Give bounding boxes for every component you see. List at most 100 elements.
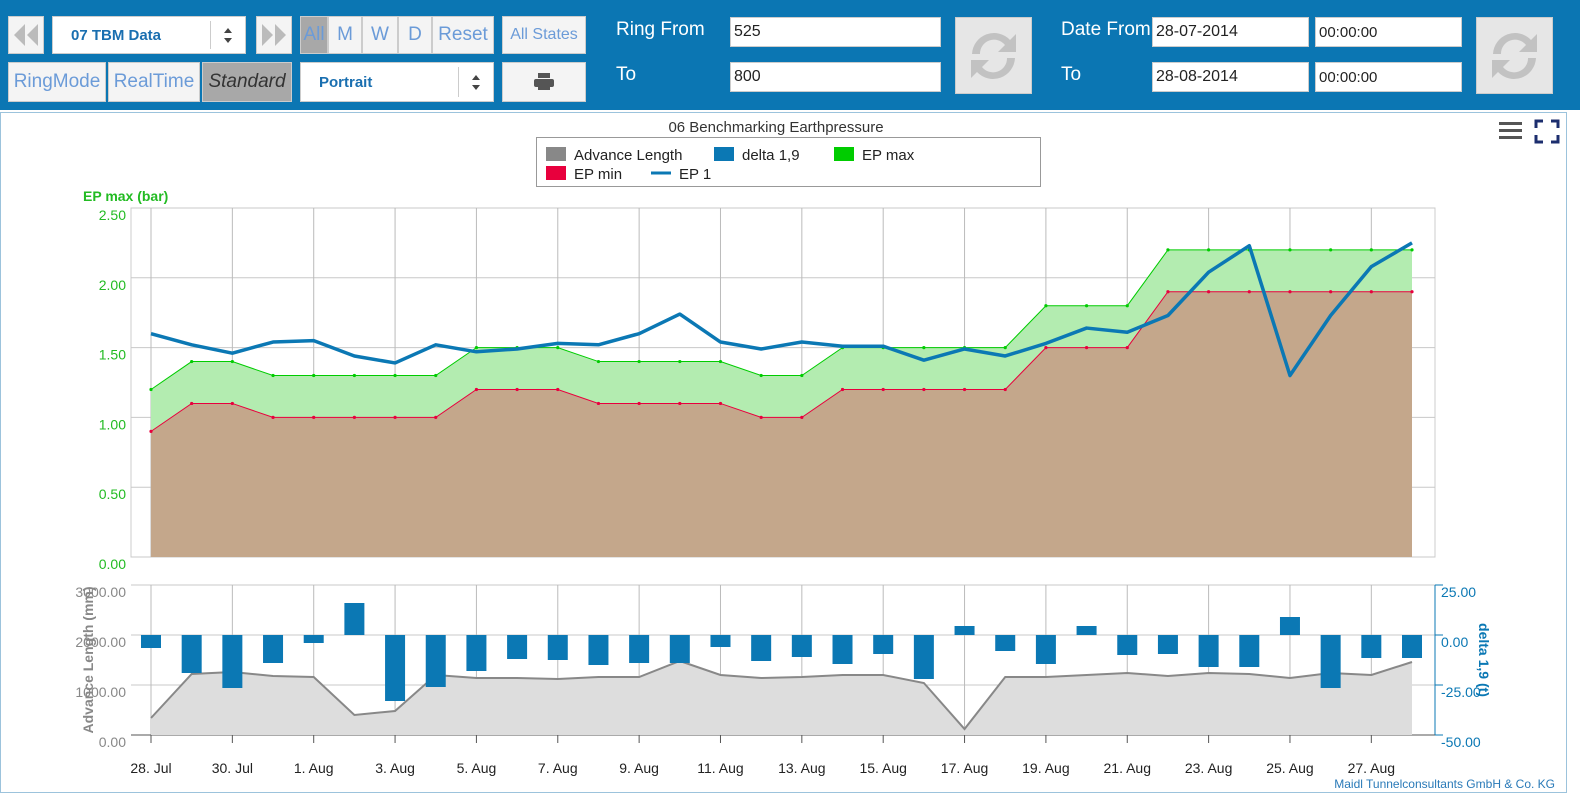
select-text: Portrait: [319, 74, 372, 91]
bar: [1117, 635, 1137, 655]
period-button[interactable]: D: [398, 16, 432, 54]
point: [393, 416, 396, 419]
point: [149, 430, 152, 433]
point: [597, 360, 600, 363]
point: [1044, 304, 1047, 307]
mode-button[interactable]: RealTime: [108, 62, 200, 102]
ring-to-input[interactable]: 800: [730, 62, 941, 92]
time-to-input[interactable]: 00:00:00: [1315, 62, 1462, 92]
bar: [466, 635, 486, 671]
y-tick-label: 0.00: [99, 556, 126, 572]
point: [922, 346, 925, 349]
point: [678, 402, 681, 405]
icon: [13, 22, 39, 48]
chart-title: 06 Benchmarking Earthpressure: [668, 119, 883, 136]
prev-button[interactable]: [8, 16, 44, 54]
bar: [1036, 635, 1056, 664]
y2-tick-label: 0.00: [1441, 634, 1468, 650]
y-tick-label: 3000.00: [75, 584, 126, 600]
bar: [792, 635, 812, 657]
period-button[interactable]: All: [300, 16, 328, 54]
y-tick-label: 0.00: [99, 734, 126, 750]
bar: [833, 635, 853, 664]
point: [1329, 248, 1332, 251]
point: [1410, 248, 1413, 251]
bar: [588, 635, 608, 665]
point: [515, 388, 518, 391]
bar: [1239, 635, 1259, 667]
legend-label: EP 1: [679, 166, 711, 183]
point: [882, 388, 885, 391]
bar: [1402, 635, 1422, 658]
ring-from-input[interactable]: 525: [730, 17, 941, 47]
point: [800, 374, 803, 377]
states-button[interactable]: All States: [502, 16, 586, 54]
label: Date From: [1061, 19, 1151, 41]
date-to-input[interactable]: 28-08-2014: [1152, 62, 1309, 92]
x-tick-label: 27. Aug: [1348, 760, 1396, 776]
point: [231, 360, 234, 363]
bar: [141, 635, 161, 648]
orientation-select[interactable]: Portrait: [300, 62, 494, 102]
next-button[interactable]: [256, 16, 292, 54]
period-button[interactable]: W: [362, 16, 398, 54]
legend-symbol: [834, 147, 854, 161]
point: [231, 402, 234, 405]
dataset-select[interactable]: 07 TBM Data: [52, 16, 246, 54]
bar: [670, 635, 690, 663]
legend-symbol: [546, 147, 566, 161]
point: [678, 360, 681, 363]
point: [434, 416, 437, 419]
bar: [1158, 635, 1178, 654]
bar: [1361, 635, 1381, 658]
x-tick-label: 11. Aug: [697, 760, 743, 776]
point: [434, 374, 437, 377]
bar: [914, 635, 934, 679]
reset-button[interactable]: Reset: [432, 16, 494, 54]
icon: [211, 21, 245, 49]
legend-label: EP max: [862, 147, 915, 164]
y-tick-label: 1.50: [99, 347, 126, 363]
point: [597, 402, 600, 405]
bar: [385, 635, 405, 701]
print-button[interactable]: [502, 62, 586, 102]
point: [638, 402, 641, 405]
point: [353, 416, 356, 419]
x-tick-label: 9. Aug: [619, 760, 659, 776]
bar: [222, 635, 242, 688]
y-tick-label: 0.50: [99, 486, 126, 502]
y-axis-title: Advance Length (mm): [80, 586, 96, 733]
point: [1126, 304, 1129, 307]
point: [353, 374, 356, 377]
credit: Maidl Tunnelconsultants GmbH & Co. KG: [1334, 777, 1555, 791]
period-button[interactable]: M: [328, 16, 362, 54]
fullscreen-icon[interactable]: [1536, 121, 1558, 142]
bar: [1077, 626, 1097, 635]
refresh-button[interactable]: [1476, 17, 1553, 94]
icon: [956, 18, 1031, 93]
point: [190, 360, 193, 363]
date-from-input[interactable]: 28-07-2014: [1152, 17, 1309, 47]
x-tick-label: 1. Aug: [294, 760, 334, 776]
point: [556, 388, 559, 391]
point: [1288, 290, 1291, 293]
x-tick-label: 5. Aug: [457, 760, 497, 776]
point: [312, 374, 315, 377]
time-from-input[interactable]: 00:00:00: [1315, 17, 1462, 47]
point: [475, 388, 478, 391]
menu-icon[interactable]: [1499, 122, 1522, 139]
legend-label: EP min: [574, 166, 622, 183]
bar: [263, 635, 283, 663]
refresh-button[interactable]: [955, 17, 1032, 94]
mode-button[interactable]: Standard: [202, 62, 292, 102]
mode-button[interactable]: RingMode: [8, 62, 106, 102]
point: [719, 402, 722, 405]
point: [1207, 290, 1210, 293]
x-tick-label: 13. Aug: [778, 760, 826, 776]
select-text: 07 TBM Data: [71, 27, 161, 44]
bar: [995, 635, 1015, 651]
y-tick-label: 1000.00: [75, 684, 126, 700]
bar: [1321, 635, 1341, 688]
